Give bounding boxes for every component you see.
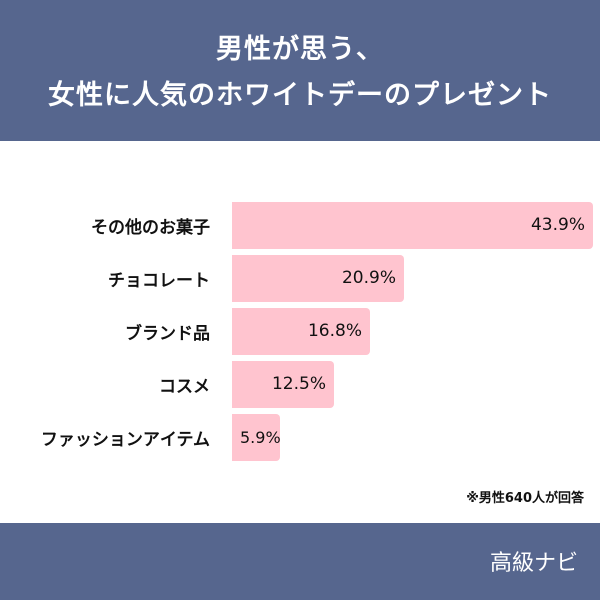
bar: 5.9% xyxy=(232,414,281,461)
value-label: 20.9% xyxy=(341,268,396,288)
category-label: ブランド品 xyxy=(125,324,210,344)
chart-row: ブランド品 16.8% xyxy=(0,308,600,355)
title-line-2: 女性に人気のホワイトデーのプレゼント xyxy=(48,79,552,111)
footer-banner: 高級ナビ xyxy=(0,523,600,600)
value-label: 5.9% xyxy=(240,427,281,447)
bar-chart: その他のお菓子 43.9% チョコレート 20.9% ブランド品 16.8% コ… xyxy=(0,141,600,523)
respondents-note: ※男性640人が回答 xyxy=(466,491,584,506)
brand-logo: 高級ナビ xyxy=(489,551,578,576)
bar: 43.9% xyxy=(232,202,593,249)
bar: 16.8% xyxy=(232,308,370,355)
chart-row: コスメ 12.5% xyxy=(0,361,600,408)
category-label: その他のお菓子 xyxy=(91,218,210,238)
value-label: 12.5% xyxy=(271,374,326,394)
header-banner: 男性が思う、 女性に人気のホワイトデーのプレゼント xyxy=(0,0,600,141)
category-label: コスメ xyxy=(159,377,210,397)
category-label: ファッションアイテム xyxy=(40,430,210,450)
chart-row: その他のお菓子 43.9% xyxy=(0,202,600,249)
title-line-1: 男性が思う、 xyxy=(216,33,384,65)
chart-row: チョコレート 20.9% xyxy=(0,255,600,302)
value-label: 16.8% xyxy=(307,321,362,341)
bar: 12.5% xyxy=(232,361,334,408)
value-label: 43.9% xyxy=(530,215,585,235)
chart-row: ファッションアイテム 5.9% xyxy=(0,414,600,461)
bar: 20.9% xyxy=(232,255,404,302)
category-label: チョコレート xyxy=(108,271,210,291)
